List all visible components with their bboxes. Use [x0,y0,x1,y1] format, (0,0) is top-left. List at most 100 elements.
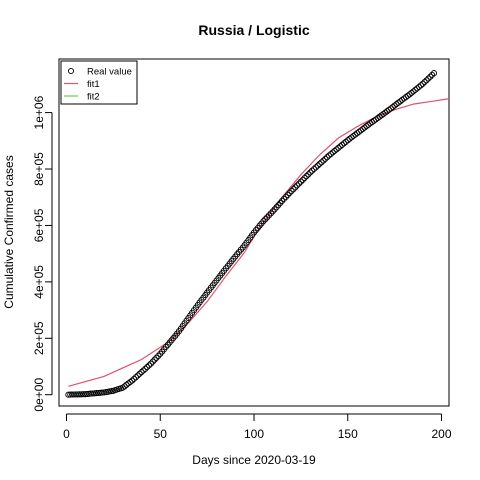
x-tick-label: 0 [63,427,70,441]
data-point [318,159,325,166]
data-point [292,184,299,191]
data-point [155,352,162,359]
data-point [132,374,139,381]
x-tick-label: 150 [338,427,358,441]
data-point [119,384,126,391]
data-point [91,390,98,397]
data-point [415,83,423,90]
data-point [297,178,304,185]
data-point [69,391,76,398]
data-point [320,157,327,164]
data-point [140,367,147,374]
data-point [322,155,329,162]
data-point [99,389,106,396]
y-axis-label: Cumulative Confirmed cases [2,155,16,308]
y-tick-label: 2e+05 [32,321,46,355]
data-point [147,360,154,367]
fit-lines [68,98,449,387]
data-point [153,354,160,361]
data-point [130,375,138,382]
data-point [76,391,83,398]
data-point [286,189,293,197]
data-point [144,364,151,371]
data-point [264,214,271,221]
data-point [151,356,158,363]
data-point [414,85,421,92]
data-point [340,140,348,147]
data-point [331,147,338,154]
data-point [316,160,323,167]
data-point [280,195,288,202]
legend-label: fit2 [87,92,100,103]
data-point [307,169,314,176]
data-point [142,365,149,372]
data-point [149,358,156,365]
data-point [127,378,134,386]
series-line-fit1 [68,98,449,387]
legend-box [60,60,138,105]
data-point [282,193,289,201]
y-axis: 0e+00 2e+05 4e+05 6e+05 8e+05 1e+06 [32,95,53,412]
data-point [421,78,428,86]
data-point [429,71,436,78]
data-point [387,105,394,112]
data-point [329,149,336,156]
data-point [389,103,396,111]
data-point [129,377,136,384]
data-point [312,164,319,171]
data-point [325,152,333,159]
data-point [417,82,424,89]
data-point [359,125,366,133]
x-tick-label: 100 [244,427,264,441]
data-point [342,138,349,145]
data-point [430,70,438,77]
data-point [410,88,417,95]
y-tick-label: 0e+00 [32,378,46,412]
x-tick-label: 50 [154,427,168,441]
data-point [337,143,344,150]
data-point [267,210,274,217]
legend-label: Real value [87,67,132,78]
data-point [269,208,276,215]
x-tick-label: 200 [431,427,451,441]
data-point [427,73,434,80]
data-point [327,150,334,158]
y-tick-label: 4e+05 [32,265,46,299]
legend-label: fit1 [87,79,100,90]
data-point [265,212,273,219]
x-axis: 0 50 100 150 200 [63,413,452,441]
data-point [145,362,153,369]
data-point [279,197,286,204]
data-point [134,372,141,379]
data-point [339,141,346,148]
y-tick-label: 6e+05 [32,208,46,242]
data-point [294,182,301,189]
plot-border [58,58,450,407]
data-point [423,77,430,84]
chart-title: Russia / Logistic [198,22,309,38]
data-point [314,162,321,169]
data-point [406,91,413,98]
x-axis-label: Days since 2020-03-19 [192,453,316,467]
y-tick-label: 8e+05 [32,152,46,186]
data-point [419,80,426,87]
data-point [309,167,316,174]
data-point [310,165,318,173]
data-point [84,390,91,398]
data-point [138,369,145,376]
data-point [136,370,143,377]
data-point [121,383,128,390]
data-point [303,173,310,180]
data-point [335,144,342,151]
legend-marker-point [67,67,75,75]
data-point [425,75,432,82]
data-point [412,86,419,93]
data-point [305,171,312,178]
data-point [260,218,267,225]
real-value-points [65,70,438,398]
data-point [299,176,306,183]
data-point [288,187,295,195]
data-point [284,191,291,199]
